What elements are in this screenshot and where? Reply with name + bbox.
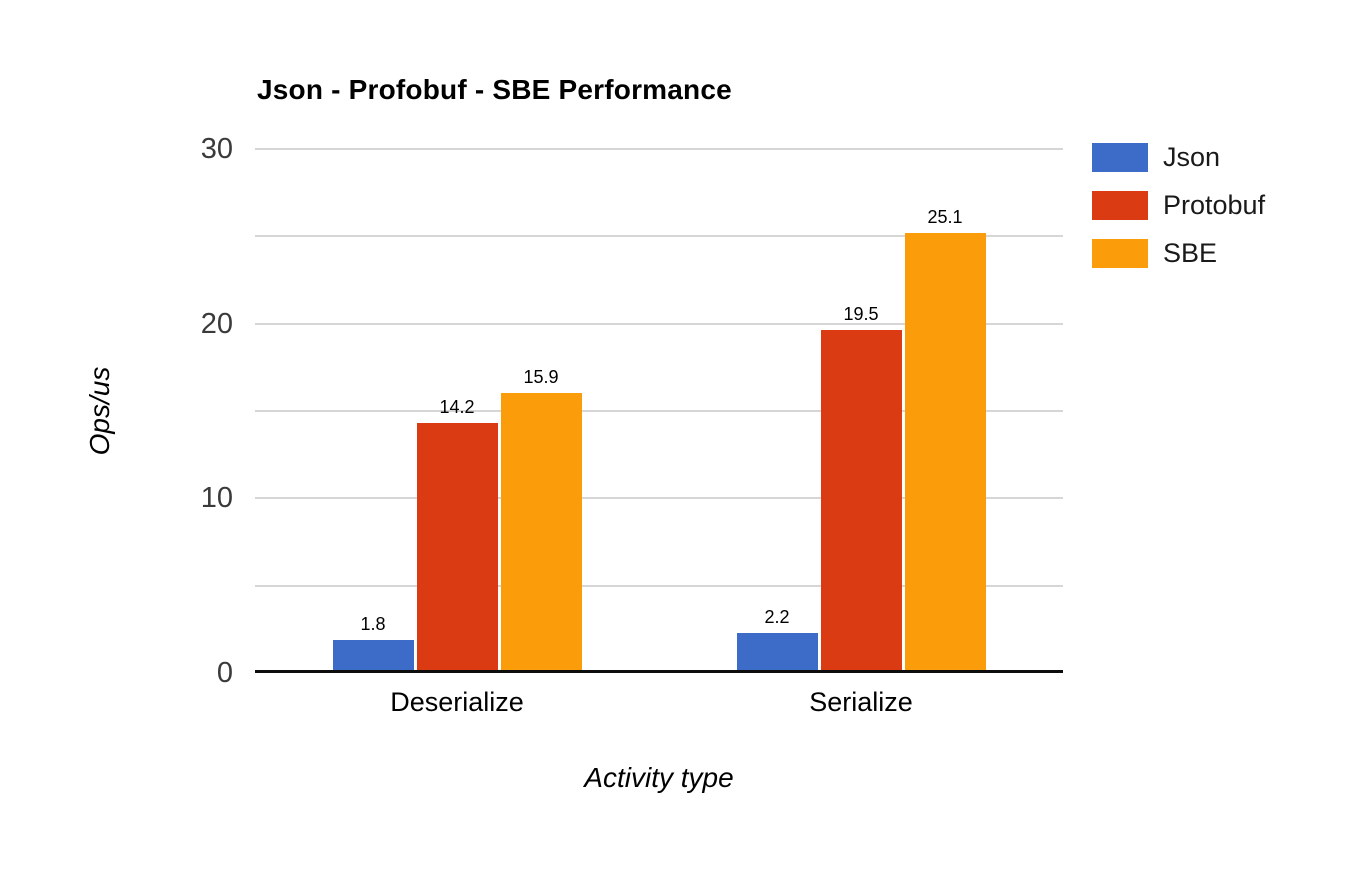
legend-label-sbe: SBE bbox=[1163, 238, 1218, 268]
y-tick-label-10: 10 bbox=[200, 482, 233, 515]
gridline-10 bbox=[255, 497, 1063, 500]
legend-item-sbe: SBE bbox=[1092, 239, 1265, 268]
x-category-label-deserialize: Deserialize bbox=[390, 687, 524, 717]
bar-json-deserialize: 1.8 bbox=[332, 614, 414, 671]
value-label-json-deserialize: 1.8 bbox=[360, 614, 386, 634]
x-axis-line bbox=[255, 670, 1063, 673]
chart-title: Json - Profobuf - SBE Performance bbox=[257, 74, 732, 105]
plot-area: 0 10 20 30 1.8 14.2 15.9 Deserialize 2.2 19.5 25.1… bbox=[201, 134, 1063, 717]
legend: Json Protobuf SBE bbox=[1092, 143, 1265, 287]
bar-group-deserialize: 1.8 14.2 15.9 bbox=[332, 367, 582, 671]
gridline-15 bbox=[255, 410, 1063, 412]
x-axis-title: Activity type bbox=[584, 762, 734, 793]
bar-group-serialize: 2.2 19.5 25.1 bbox=[736, 207, 986, 671]
y-tick-label-20: 20 bbox=[200, 307, 233, 340]
legend-swatch-sbe bbox=[1092, 239, 1148, 268]
gridline-30 bbox=[255, 148, 1063, 150]
bar-sbe-deserialize: 15.9 bbox=[500, 367, 582, 671]
value-label-protobuf-serialize: 19.5 bbox=[843, 304, 879, 324]
bar-protobuf-serialize: 19.5 bbox=[820, 304, 902, 671]
gridline-25 bbox=[255, 235, 1063, 238]
legend-item-json: Json bbox=[1092, 143, 1265, 172]
bar-json-serialize: 2.2 bbox=[736, 607, 818, 671]
bar-protobuf-deserialize: 14.2 bbox=[416, 397, 498, 671]
legend-swatch-protobuf bbox=[1092, 191, 1148, 220]
legend-label-json: Json bbox=[1163, 142, 1221, 172]
x-category-label-serialize: Serialize bbox=[809, 687, 913, 717]
gridline-5 bbox=[255, 584, 1063, 587]
value-label-protobuf-deserialize: 14.2 bbox=[439, 397, 475, 417]
y-axis-title: Ops/us bbox=[84, 366, 115, 456]
value-label-sbe-deserialize: 15.9 bbox=[523, 367, 559, 387]
value-label-sbe-serialize: 25.1 bbox=[927, 207, 963, 227]
legend-label-protobuf: Protobuf bbox=[1163, 190, 1266, 220]
gridline-20 bbox=[255, 322, 1063, 325]
value-label-json-serialize: 2.2 bbox=[764, 607, 790, 627]
legend-swatch-json bbox=[1092, 143, 1148, 172]
y-tick-label-0: 0 bbox=[216, 657, 233, 689]
legend-item-protobuf: Protobuf bbox=[1092, 191, 1265, 220]
y-tick-label-30: 30 bbox=[200, 133, 233, 165]
bar-sbe-serialize: 25.1 bbox=[904, 207, 986, 671]
